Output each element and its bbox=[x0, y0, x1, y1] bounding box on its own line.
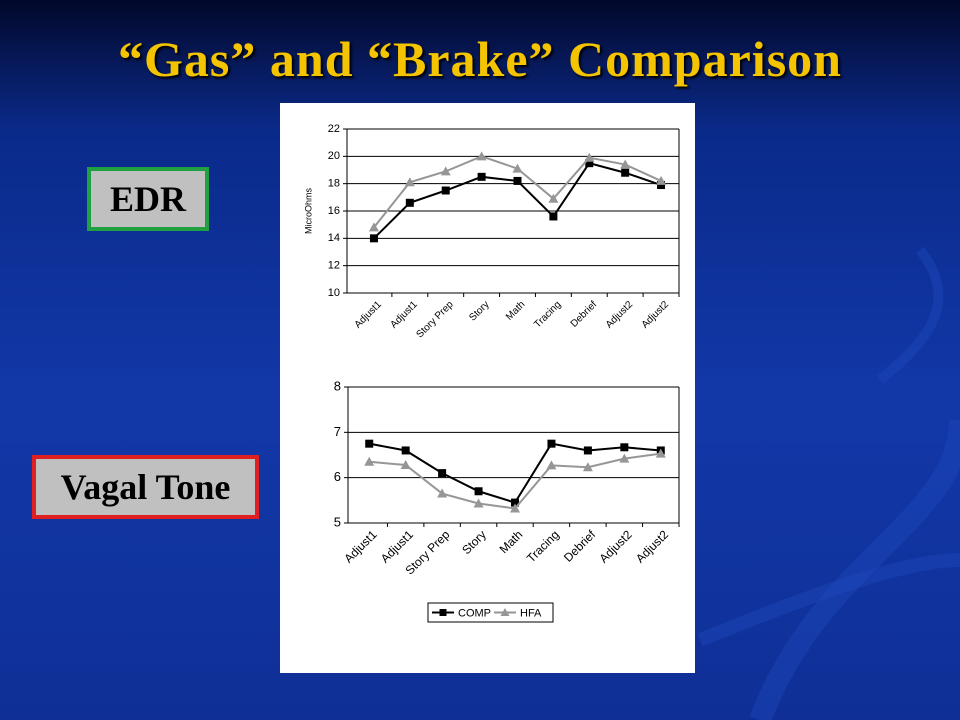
data-point bbox=[368, 222, 379, 232]
data-point bbox=[511, 498, 519, 507]
data-point bbox=[548, 193, 559, 203]
data-point bbox=[364, 456, 375, 466]
data-point bbox=[656, 175, 667, 185]
data-point bbox=[657, 181, 666, 190]
data-point bbox=[619, 453, 630, 463]
data-point bbox=[547, 439, 556, 448]
y-tick-label: 5 bbox=[334, 514, 341, 529]
data-point bbox=[477, 172, 486, 181]
y-tick-label: 22 bbox=[328, 123, 340, 135]
y-tick-label: 20 bbox=[328, 150, 340, 162]
y-tick-label: 8 bbox=[334, 378, 341, 393]
data-point bbox=[620, 443, 629, 452]
y-tick-label: 12 bbox=[328, 260, 340, 272]
chart-panel bbox=[280, 103, 695, 673]
legend-label: HFA bbox=[520, 607, 542, 619]
data-point bbox=[620, 159, 631, 169]
data-point bbox=[582, 462, 593, 472]
y-tick-label: 18 bbox=[328, 178, 340, 190]
data-point bbox=[401, 446, 410, 455]
data-point bbox=[400, 459, 411, 469]
legend-box bbox=[427, 602, 554, 623]
data-point bbox=[655, 448, 666, 458]
data-point bbox=[512, 163, 523, 173]
y-tick-label: 14 bbox=[328, 232, 340, 244]
legend-label: COMP bbox=[458, 607, 491, 619]
y-tick-label: 16 bbox=[328, 205, 340, 217]
data-point bbox=[369, 234, 378, 243]
data-point bbox=[440, 166, 451, 176]
data-point bbox=[404, 177, 415, 187]
data-point bbox=[473, 498, 484, 508]
data-point bbox=[438, 469, 447, 478]
legend-marker bbox=[439, 609, 447, 616]
data-point bbox=[549, 212, 558, 221]
data-point bbox=[405, 198, 414, 207]
legend-marker bbox=[500, 608, 510, 616]
data-point bbox=[621, 168, 630, 177]
data-point bbox=[513, 176, 522, 185]
data-point bbox=[365, 439, 374, 448]
y-tick-label: 7 bbox=[334, 424, 341, 439]
y-tick-label: 10 bbox=[328, 287, 340, 299]
data-point bbox=[546, 460, 557, 470]
y-axis-title: MicroOhms bbox=[303, 188, 313, 235]
data-point bbox=[437, 488, 448, 498]
data-point bbox=[476, 151, 487, 161]
y-tick-label: 6 bbox=[334, 469, 341, 484]
data-point bbox=[441, 186, 450, 195]
data-point bbox=[585, 159, 594, 168]
slide-title: “Gas” and “Brake” Comparison bbox=[118, 31, 842, 87]
data-point bbox=[510, 503, 520, 513]
data-point bbox=[583, 446, 592, 455]
edr-label: EDR bbox=[87, 167, 209, 231]
data-point bbox=[584, 152, 595, 162]
data-point bbox=[474, 487, 483, 496]
vagal-label: Vagal Tone bbox=[32, 455, 259, 519]
